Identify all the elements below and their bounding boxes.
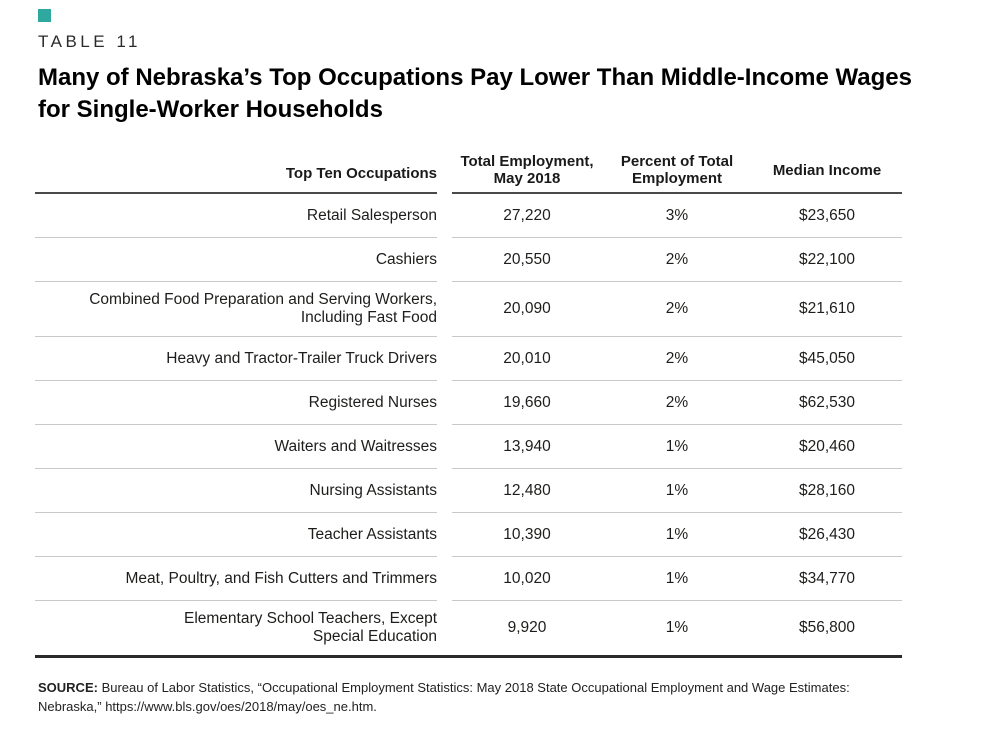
employment-cell: 10,390 <box>503 525 551 543</box>
occupation-cell: Cashiers <box>35 238 437 282</box>
column-header-employment: Total Employment, May 2018 <box>460 153 594 187</box>
employment-cell: 13,940 <box>503 437 551 455</box>
occupation-cell: Nursing Assistants <box>35 469 437 513</box>
percent-cell: 1% <box>665 481 689 499</box>
source-label: SOURCE: <box>38 680 98 695</box>
income-cell: $23,650 <box>798 206 856 224</box>
employment-cell: 9,920 <box>507 619 547 636</box>
percent-cell: 1% <box>665 569 689 587</box>
employment-cell: 20,010 <box>503 349 551 367</box>
occupation-cell: Retail Salesperson <box>35 194 437 238</box>
column-header-income: Median Income <box>772 161 882 179</box>
table-row: Elementary School Teachers, Except Speci… <box>35 601 902 655</box>
column-header-occupations: Top Ten Occupations <box>35 148 437 194</box>
employment-cell: 20,550 <box>503 250 551 268</box>
income-cell: $56,800 <box>798 619 856 636</box>
source-note: SOURCE: Bureau of Labor Statistics, “Occ… <box>38 678 958 716</box>
occupation-cell: Heavy and Tractor-Trailer Truck Drivers <box>35 337 437 381</box>
income-cell: $45,050 <box>798 349 856 367</box>
employment-cell: 19,660 <box>503 393 551 411</box>
income-cell: $21,610 <box>798 300 856 317</box>
employment-cell: 12,480 <box>503 481 551 499</box>
employment-cell: 27,220 <box>503 206 551 224</box>
income-cell: $22,100 <box>798 250 856 268</box>
income-cell: $26,430 <box>798 525 856 543</box>
occupation-cell: Teacher Assistants <box>35 513 437 557</box>
table-row: Registered Nurses 19,660 2% $62,530 <box>35 381 902 425</box>
percent-cell: 2% <box>665 393 689 411</box>
occupation-cell: Meat, Poultry, and Fish Cutters and Trim… <box>35 557 437 601</box>
occupation-cell: Elementary School Teachers, Except Speci… <box>183 610 437 645</box>
table-header-values: Total Employment, May 2018 Percent of To… <box>452 148 902 194</box>
table-number-label: TABLE 11 <box>38 32 141 51</box>
income-cell: $34,770 <box>798 569 856 587</box>
income-cell: $28,160 <box>798 481 856 499</box>
occupation-cell: Combined Food Preparation and Serving Wo… <box>35 282 437 337</box>
table-row: Cashiers 20,550 2% $22,100 <box>35 238 902 282</box>
occupation-cell: Waiters and Waitresses <box>35 425 437 469</box>
occupation-cell: Registered Nurses <box>35 381 437 425</box>
employment-cell: 10,020 <box>503 569 551 587</box>
accent-square-icon <box>38 9 51 22</box>
page-title: Many of Nebraska’s Top Occupations Pay L… <box>38 64 912 123</box>
employment-cell: 20,090 <box>503 300 551 317</box>
percent-cell: 2% <box>665 250 689 268</box>
table-row: Retail Salesperson 27,220 3% $23,650 <box>35 194 902 238</box>
percent-cell: 1% <box>665 437 689 455</box>
table-row: Heavy and Tractor-Trailer Truck Drivers … <box>35 337 902 381</box>
table-body: Retail Salesperson 27,220 3% $23,650 Cas… <box>35 194 902 655</box>
percent-cell: 3% <box>665 206 689 224</box>
table-row: Teacher Assistants 10,390 1% $26,430 <box>35 513 902 557</box>
table-row: Nursing Assistants 12,480 1% $28,160 <box>35 469 902 513</box>
income-cell: $62,530 <box>798 393 856 411</box>
table-row: Waiters and Waitresses 13,940 1% $20,460 <box>35 425 902 469</box>
percent-cell: 1% <box>665 619 689 636</box>
table-header-row: Top Ten Occupations Total Employment, Ma… <box>35 148 902 194</box>
percent-cell: 1% <box>665 525 689 543</box>
source-text: Bureau of Labor Statistics, “Occupationa… <box>38 680 850 714</box>
table-row: Meat, Poultry, and Fish Cutters and Trim… <box>35 557 902 601</box>
column-header-percent: Percent of Total Employment <box>620 153 734 187</box>
income-cell: $20,460 <box>798 437 856 455</box>
occupations-table: Top Ten Occupations Total Employment, Ma… <box>35 148 902 658</box>
percent-cell: 2% <box>665 349 689 367</box>
percent-cell: 2% <box>665 300 689 317</box>
table-row: Combined Food Preparation and Serving Wo… <box>35 282 902 337</box>
